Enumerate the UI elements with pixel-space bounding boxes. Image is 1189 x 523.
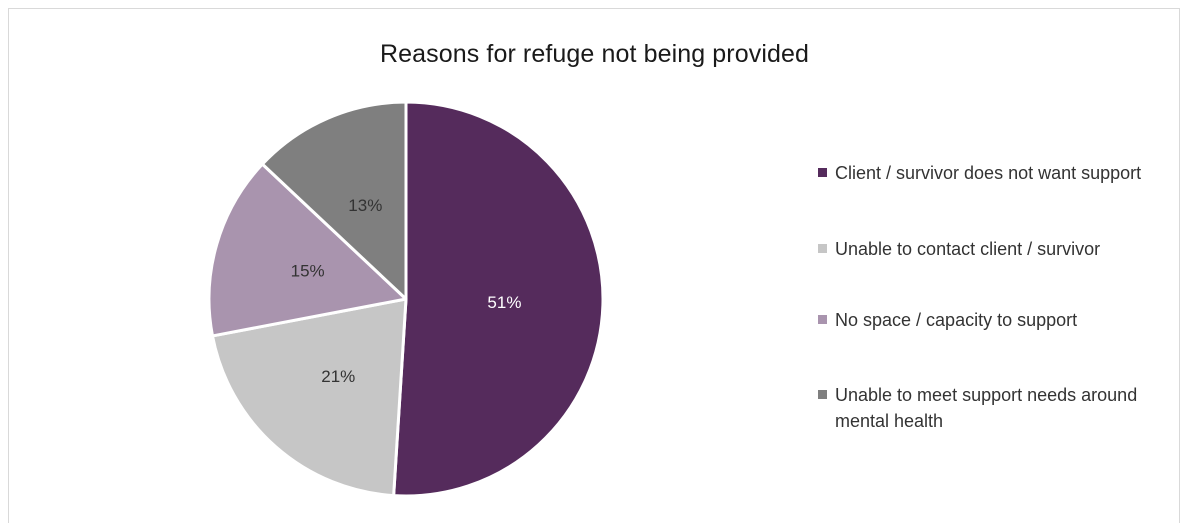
legend-label: Unable to meet support needs around ment… — [835, 385, 1138, 431]
chart-title: Reasons for refuge not being provided — [380, 40, 809, 68]
legend-label: Client / survivor does not want support — [835, 163, 1142, 183]
data-label-no-space-capacity: 15% — [291, 261, 325, 280]
legend-swatch — [818, 315, 827, 324]
pie-slice-mental-health-needs — [260, 100, 408, 301]
legend-label: No space / capacity to support — [835, 310, 1078, 330]
legend-item-no-space-capacity: No space / capacity to support — [818, 307, 1165, 333]
pie-slice-unable-to-contact — [210, 297, 408, 498]
data-label-does-not-want-support: 51% — [487, 293, 521, 312]
legend-item-mental-health-needs: Unable to meet support needs around ment… — [818, 382, 1155, 434]
data-label-unable-to-contact: 21% — [321, 367, 355, 386]
legend-swatch — [818, 390, 827, 399]
legend-label: Unable to contact client / survivor — [835, 239, 1101, 259]
legend-swatch — [818, 244, 827, 253]
pie-slice-no-space-capacity — [207, 162, 408, 338]
data-label-mental-health-needs: 13% — [348, 196, 382, 215]
pie-slice-does-not-want-support — [392, 100, 605, 498]
legend-item-does-not-want-support: Client / survivor does not want support — [818, 160, 1155, 186]
legend-swatch — [818, 168, 827, 177]
legend-item-unable-to-contact: Unable to contact client / survivor — [818, 236, 1165, 262]
